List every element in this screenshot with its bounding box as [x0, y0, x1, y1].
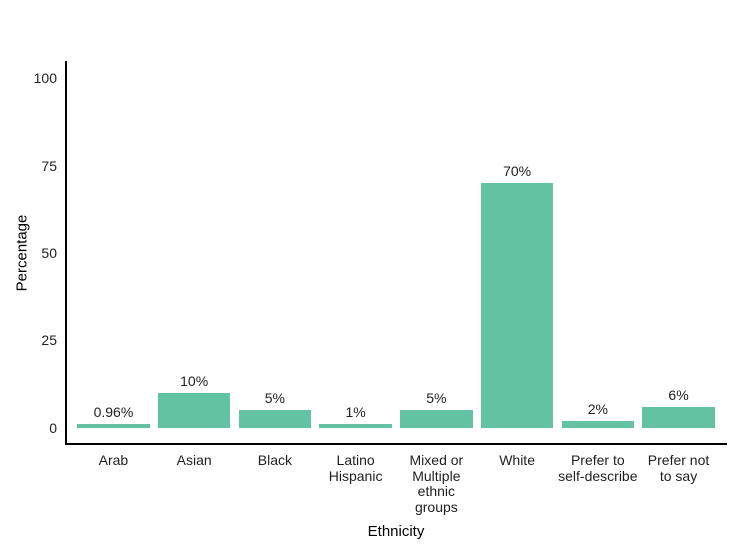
bar-prefer-not-to-say	[642, 406, 715, 428]
bar-arab	[77, 424, 150, 428]
bar-latino-hispanic	[319, 424, 392, 428]
x-tick-label-arab: Arab	[98, 452, 129, 468]
bar-asian	[157, 392, 231, 428]
y-tick-label-50: 50	[41, 245, 57, 261]
x-tick-label-black: Black	[257, 452, 292, 468]
x-tick-label-prefer-to-self-describe: Prefer to self-describe	[558, 452, 638, 484]
y-tick-label-25: 25	[41, 332, 57, 349]
bar-mixed-or-multiple-ethnic-groups	[400, 410, 473, 428]
x-tick-label-white: White	[499, 452, 535, 468]
bar-value-label-asian: 10%	[180, 372, 209, 389]
plot-area	[65, 61, 727, 445]
bar-value-label-white: 70%	[503, 163, 532, 180]
bar-value-label-prefer-to-self-describe: 2%	[587, 400, 608, 417]
bar-black	[238, 410, 312, 428]
x-axis-title: Ethnicity	[367, 523, 425, 540]
y-tick-label-75: 75	[41, 157, 57, 174]
bar-value-label-latino-hispanic: 1%	[345, 404, 366, 421]
bar-value-label-black: 5%	[264, 390, 285, 407]
x-tick-label-prefer-not-to-say: Prefer not to say	[647, 452, 710, 484]
bar-value-label-arab: 0.96%	[93, 404, 134, 421]
x-tick-label-latino-hispanic: Latino Hispanic	[328, 452, 383, 484]
x-tick-label-asian: Asian	[176, 452, 212, 468]
bar-prefer-to-self-describe	[561, 420, 635, 428]
y-tick-label-100: 100	[33, 70, 57, 87]
bar-value-label-prefer-not-to-say: 6%	[668, 386, 689, 403]
bar-white	[480, 183, 554, 428]
y-tick-label-0: 0	[49, 419, 57, 436]
bar-value-label-mixed-or-multiple-ethnic-groups: 5%	[426, 390, 447, 407]
x-tick-label-mixed-or-multiple-ethnic-groups: Mixed or Multiple ethnic groups	[409, 452, 464, 515]
